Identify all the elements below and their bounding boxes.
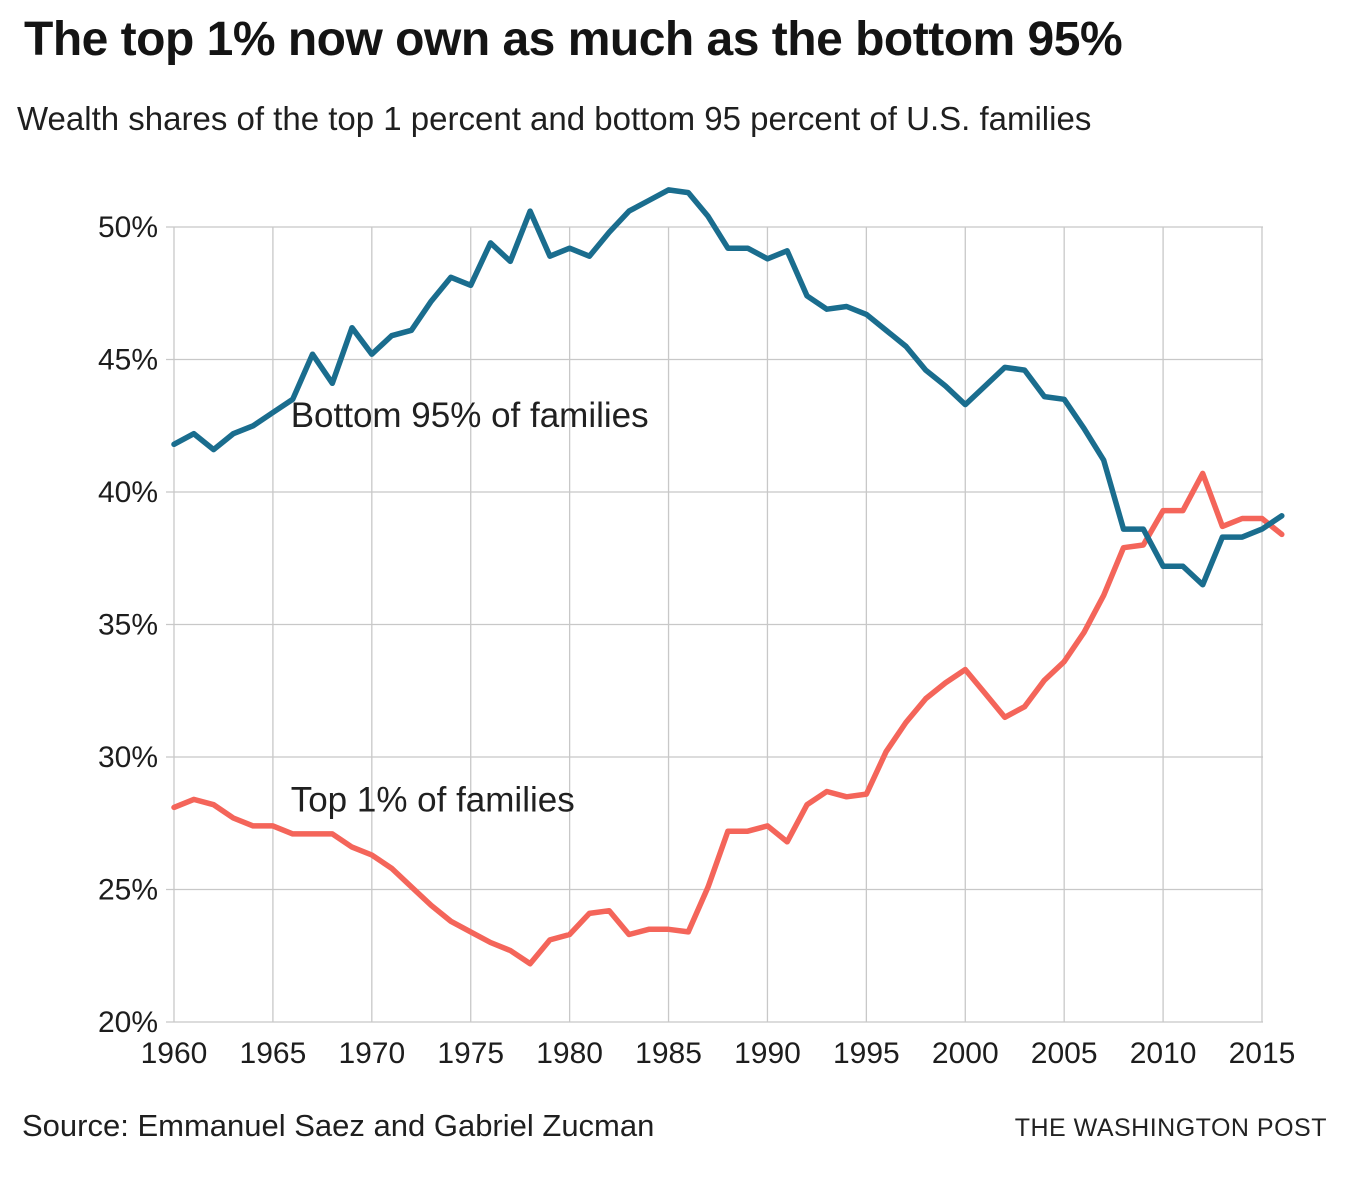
series-line-0 <box>171 187 1285 588</box>
series-line-1 <box>171 470 1285 967</box>
x-tick-label: 1985 <box>635 1037 702 1070</box>
chart-title: The top 1% now own as much as the bottom… <box>24 13 1123 66</box>
chart-subtitle: Wealth shares of the top 1 percent and b… <box>17 100 1092 137</box>
series-inline-label: Top 1% of families <box>291 780 575 819</box>
y-tick-label: 35% <box>98 609 158 642</box>
y-tick-label: 30% <box>98 741 158 774</box>
x-tick-label: 2010 <box>1130 1037 1197 1070</box>
x-tick-label: 1965 <box>240 1037 307 1070</box>
x-tick-label: 1980 <box>536 1037 603 1070</box>
x-tick-label: 1990 <box>734 1037 801 1070</box>
x-tick-label: 1960 <box>141 1037 208 1070</box>
x-tick-label: 1995 <box>833 1037 900 1070</box>
y-tick-label: 25% <box>98 874 158 907</box>
y-tick-label: 20% <box>98 1006 158 1039</box>
y-tick-label: 45% <box>98 344 158 377</box>
y-tick-label: 50% <box>98 211 158 244</box>
publisher-credit: THE WASHINGTON POST <box>1014 1114 1327 1142</box>
x-tick-label: 1970 <box>338 1037 405 1070</box>
x-tick-label: 2015 <box>1229 1037 1296 1070</box>
source-note: Source: Emmanuel Saez and Gabriel Zucman <box>22 1108 655 1143</box>
x-tick-label: 1975 <box>437 1037 504 1070</box>
series-inline-label: Bottom 95% of families <box>291 396 649 435</box>
x-tick-label: 2005 <box>1031 1037 1098 1070</box>
x-tick-label: 2000 <box>932 1037 999 1070</box>
y-tick-label: 40% <box>98 476 158 509</box>
